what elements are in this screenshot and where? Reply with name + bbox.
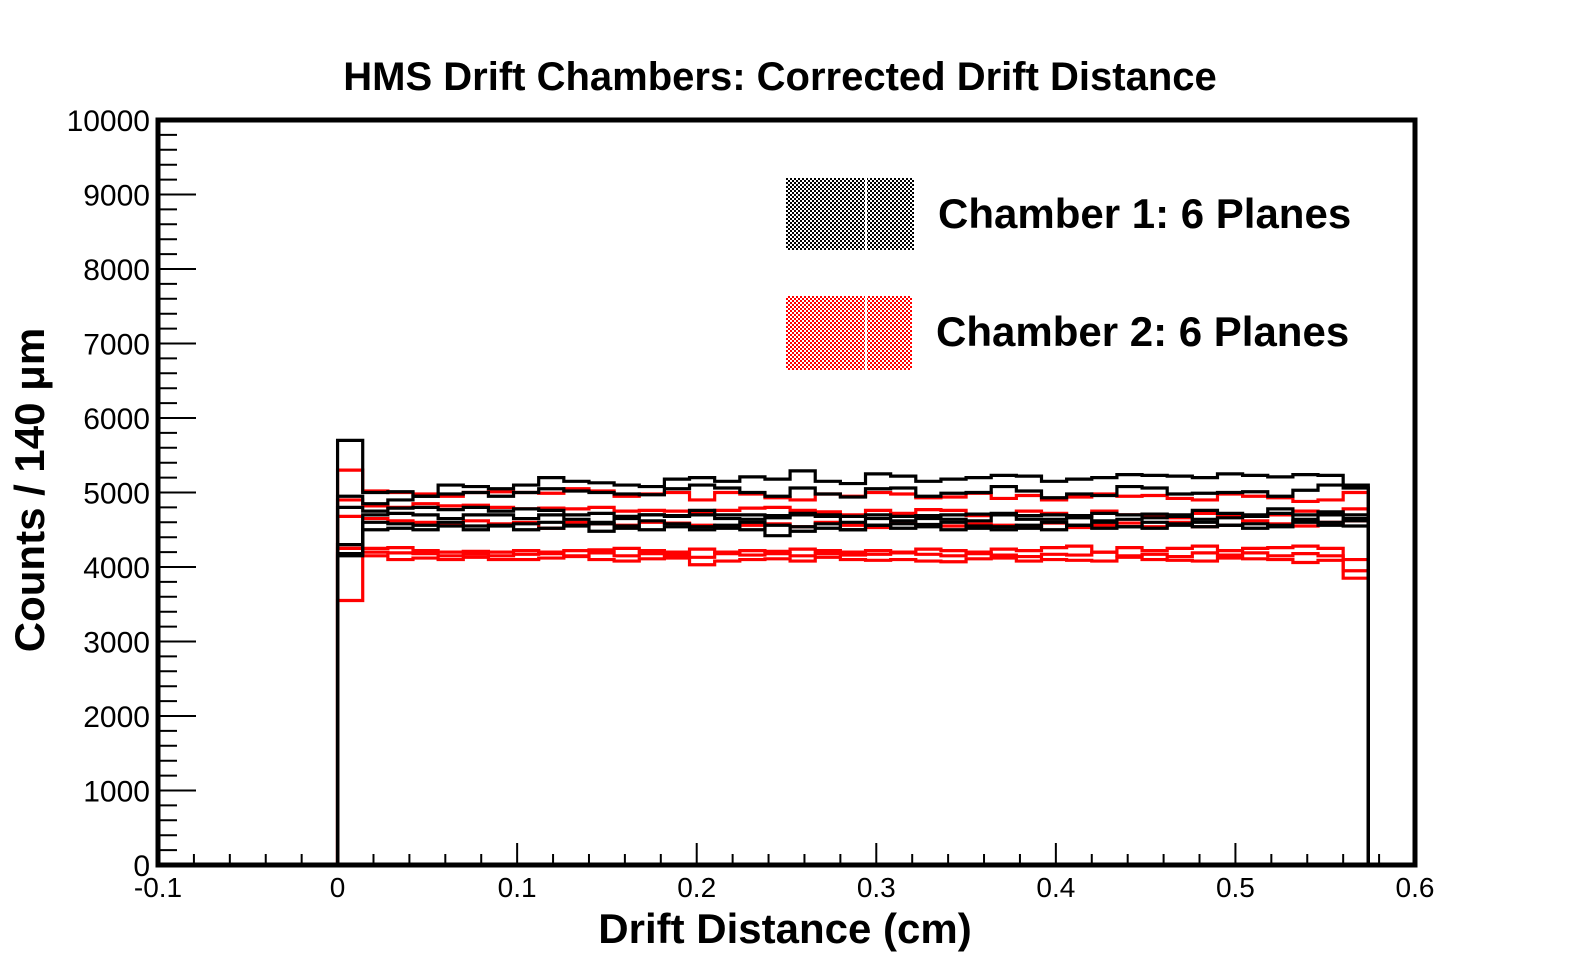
x-tick-label: 0.4	[1036, 872, 1075, 903]
histogram-series-chamber-1-0	[158, 438, 1415, 867]
y-tick-label: 8000	[83, 254, 150, 287]
y-tick-label: 5000	[83, 478, 150, 511]
y-tick-label: 9000	[83, 180, 150, 213]
x-tick-label: 0.1	[498, 872, 537, 903]
y-axis-label: Counts / 140 μm	[6, 328, 53, 652]
histogram-series-chamber-1-2	[158, 505, 1415, 867]
x-tick-label: 0.5	[1216, 872, 1255, 903]
x-tick-label: 0	[330, 872, 346, 903]
histogram-series-chamber-1-4	[158, 517, 1415, 867]
x-tick-label: 0.3	[857, 872, 896, 903]
legend-swatch-red	[786, 296, 912, 370]
legend-label-chamber-1: Chamber 1: 6 Planes	[938, 190, 1351, 237]
legend: Chamber 1: 6 Planes Chamber 2: 6 Planes	[786, 178, 1351, 370]
y-tick-label: 6000	[83, 403, 150, 436]
histogram-series-chamber-2-10	[158, 546, 1415, 867]
legend-entry-chamber-1: Chamber 1: 6 Planes	[786, 178, 1351, 250]
legend-entry-chamber-2: Chamber 2: 6 Planes	[786, 296, 1349, 370]
x-axis-label: Drift Distance (cm)	[598, 905, 971, 952]
y-tick-label: 4000	[83, 552, 150, 585]
y-tick-label: 10000	[67, 105, 150, 138]
histogram-series-chamber-2-6	[158, 468, 1415, 867]
y-tick-label: 1000	[83, 776, 150, 809]
x-tick-label: -0.1	[134, 872, 182, 903]
y-tick-label: 3000	[83, 627, 150, 660]
plot-frame	[155, 117, 1418, 868]
chart-title: HMS Drift Chambers: Corrected Drift Dist…	[343, 55, 1217, 99]
x-tick-label: 0.2	[677, 872, 716, 903]
legend-label-chamber-2: Chamber 2: 6 Planes	[936, 308, 1349, 355]
y-tick-label: 2000	[83, 701, 150, 734]
x-tick-label: 0.6	[1396, 872, 1435, 903]
histogram-series-chamber-2-11	[158, 554, 1415, 867]
histogram-series-chamber-1-3	[158, 511, 1415, 867]
histogram-series-chamber-1-5	[158, 520, 1415, 867]
histogram-series-chamber-2-9	[158, 543, 1415, 867]
legend-swatch-black	[786, 178, 914, 250]
histogram-series-group	[158, 438, 1415, 867]
y-tick-label: 7000	[83, 329, 150, 362]
axes-group: -0.1 0 0.1 0.2 0.3 0.4 0.5 0.601000200030004000…	[67, 105, 1435, 903]
histogram-series-chamber-1-1	[158, 483, 1415, 867]
y-tick-label: 0	[133, 850, 150, 883]
histogram-series-chamber-2-8	[158, 514, 1415, 867]
